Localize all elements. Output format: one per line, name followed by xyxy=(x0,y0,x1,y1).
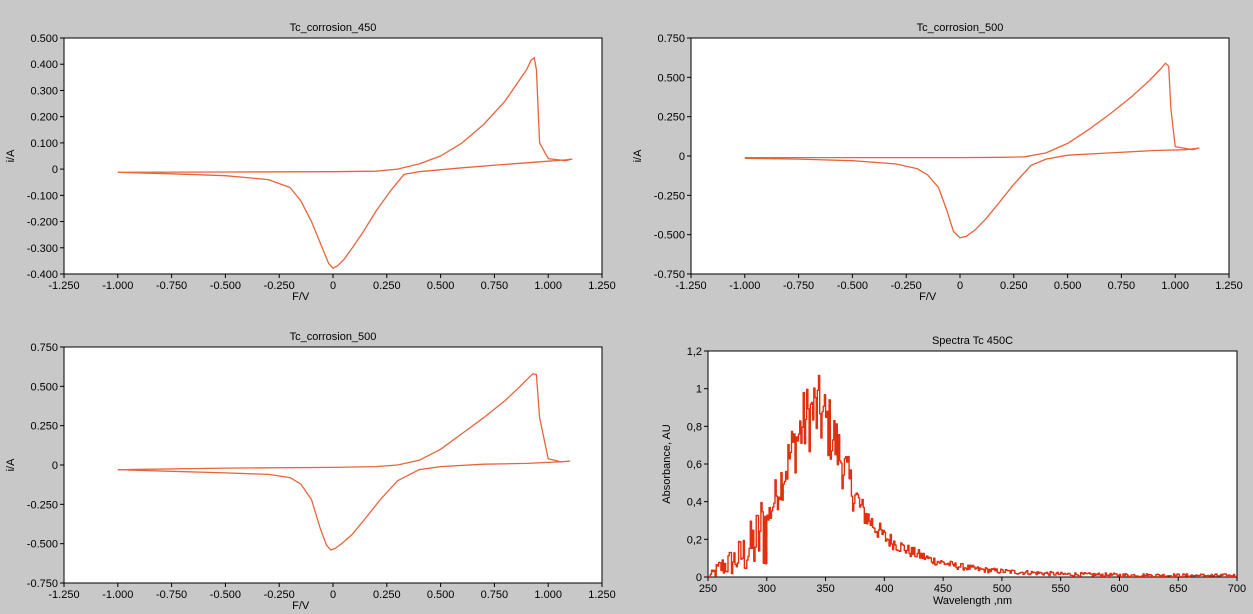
x-tick-label: 700 xyxy=(1228,583,1246,595)
chart-panel-2: Tc_corrosion_500 0.750 0.500 0.250 0 -0.250 -0… xyxy=(632,22,1243,303)
y-tick-label: -0.750 xyxy=(27,578,58,590)
y-tick-label: 0.250 xyxy=(30,421,58,433)
x-tick-label: 0.500 xyxy=(1054,280,1082,292)
x-tick-label: 1.250 xyxy=(588,280,616,292)
x-tick-label: 0 xyxy=(957,280,963,292)
chart-title: Tc_corrosion_500 xyxy=(290,331,377,343)
x-tick-label: -0.500 xyxy=(837,280,868,292)
y-tick-label: 0 xyxy=(52,164,58,176)
x-axis-label: Wavelength ,nm xyxy=(933,595,1012,607)
y-tick-label: 0.500 xyxy=(657,72,685,84)
x-tick-label: 0.500 xyxy=(427,280,455,292)
x-tick-label: 650 xyxy=(1169,583,1187,595)
x-axis-label: F/V xyxy=(292,600,310,612)
x-tick-label: -1.250 xyxy=(48,280,79,292)
series-line-1 xyxy=(744,62,1200,239)
x-tick-label: 0.250 xyxy=(1000,280,1028,292)
x-tick-label: -0.750 xyxy=(156,589,187,601)
y-tick-label: 0 xyxy=(679,151,685,163)
plot-area xyxy=(63,346,603,584)
x-tick-label: -0.750 xyxy=(156,280,187,292)
x-tick-label: 400 xyxy=(875,583,893,595)
y-tick-label: 0.750 xyxy=(657,33,685,45)
x-tick-label: -0.250 xyxy=(264,280,295,292)
x-tick-label: 1.000 xyxy=(1161,280,1189,292)
y-tick-label: 0.200 xyxy=(30,112,58,124)
y-tick-label: -0.500 xyxy=(27,539,58,551)
y-tick-label: 0,6 xyxy=(687,459,702,471)
x-tick-label: 550 xyxy=(1051,583,1069,595)
x-tick-label: 1.250 xyxy=(588,589,616,601)
y-tick-label: 0 xyxy=(696,572,702,584)
x-tick-label: 0.750 xyxy=(481,280,509,292)
x-tick-label: 600 xyxy=(1110,583,1128,595)
x-tick-label: 0 xyxy=(330,589,336,601)
y-tick-label: -0.200 xyxy=(27,217,58,229)
y-axis-label: Absorbance, AU xyxy=(661,424,673,504)
y-tick-label: 1,2 xyxy=(687,346,702,358)
x-axis-label: F/V xyxy=(919,291,937,303)
x-tick-label: -0.750 xyxy=(783,280,814,292)
x-tick-label: 0.500 xyxy=(427,589,455,601)
plot-area xyxy=(690,37,1230,275)
x-tick-label: -1.000 xyxy=(729,280,760,292)
y-tick-label: -0.500 xyxy=(654,230,685,242)
chart-title: Tc_corrosion_450 xyxy=(290,22,377,34)
x-tick-label: -1.000 xyxy=(102,280,133,292)
x-tick-label: -0.500 xyxy=(210,589,241,601)
y-tick-label: 0.100 xyxy=(30,138,58,150)
y-tick-label: -0.100 xyxy=(27,190,58,202)
y-tick-label: -0.750 xyxy=(654,269,685,281)
x-tick-label: -0.250 xyxy=(264,589,295,601)
x-tick-label: 1.250 xyxy=(1215,280,1243,292)
x-tick-label: -1.250 xyxy=(675,280,706,292)
y-tick-label: 0 xyxy=(52,460,58,472)
y-tick-label: 0,8 xyxy=(687,421,702,433)
plot-area xyxy=(63,37,603,275)
y-tick-label: 0.400 xyxy=(30,59,58,71)
y-axis-label: i/A xyxy=(632,149,644,163)
x-tick-label: 500 xyxy=(993,583,1011,595)
x-tick-label: -0.500 xyxy=(210,280,241,292)
x-tick-label: -1.250 xyxy=(48,589,79,601)
x-tick-label: 250 xyxy=(699,583,717,595)
y-tick-label: 0.750 xyxy=(30,342,58,354)
y-tick-label: -0.250 xyxy=(654,190,685,202)
x-tick-label: 300 xyxy=(758,583,776,595)
y-tick-label: -0.400 xyxy=(27,269,58,281)
x-tick-label: 0 xyxy=(330,280,336,292)
series-line-1 xyxy=(117,57,573,269)
chart-panel-3: Tc_corrosion_500 0.750 0.500 0.250 0 -0.250 -0… xyxy=(5,331,616,612)
x-tick-label: 450 xyxy=(934,583,952,595)
y-tick-label: 0.300 xyxy=(30,85,58,97)
x-tick-label: 0.750 xyxy=(481,589,509,601)
x-tick-label: 1.000 xyxy=(534,280,562,292)
y-tick-label: 0.500 xyxy=(30,381,58,393)
x-axis-label: F/V xyxy=(292,291,310,303)
x-tick-label: -1.000 xyxy=(102,589,133,601)
y-axis-label: i/A xyxy=(5,458,17,472)
chart-panel-1: Tc_corrosion_450 0.500 0.400 0.300 0.200 0.10… xyxy=(5,22,616,303)
y-tick-label: 0.500 xyxy=(30,33,58,45)
y-tick-label: 1 xyxy=(696,384,702,396)
y-tick-label: 0,2 xyxy=(687,534,702,546)
chart-title: Tc_corrosion_500 xyxy=(917,22,1004,34)
series-line-1 xyxy=(708,374,1237,577)
x-tick-label: 1.000 xyxy=(534,589,562,601)
y-tick-label: -0.250 xyxy=(27,499,58,511)
y-tick-label: 0.250 xyxy=(657,112,685,124)
series-line-1 xyxy=(117,373,571,551)
y-axis-label: i/A xyxy=(5,149,17,163)
chart-title: Spectra Tc 450C xyxy=(932,335,1013,347)
x-tick-label: 0.250 xyxy=(373,589,401,601)
x-tick-label: 0.250 xyxy=(373,280,401,292)
x-tick-label: -0.250 xyxy=(891,280,922,292)
y-tick-label: 0,4 xyxy=(687,497,702,509)
y-tick-label: -0.300 xyxy=(27,243,58,255)
x-tick-label: 0.750 xyxy=(1108,280,1136,292)
x-tick-label: 350 xyxy=(816,583,834,595)
